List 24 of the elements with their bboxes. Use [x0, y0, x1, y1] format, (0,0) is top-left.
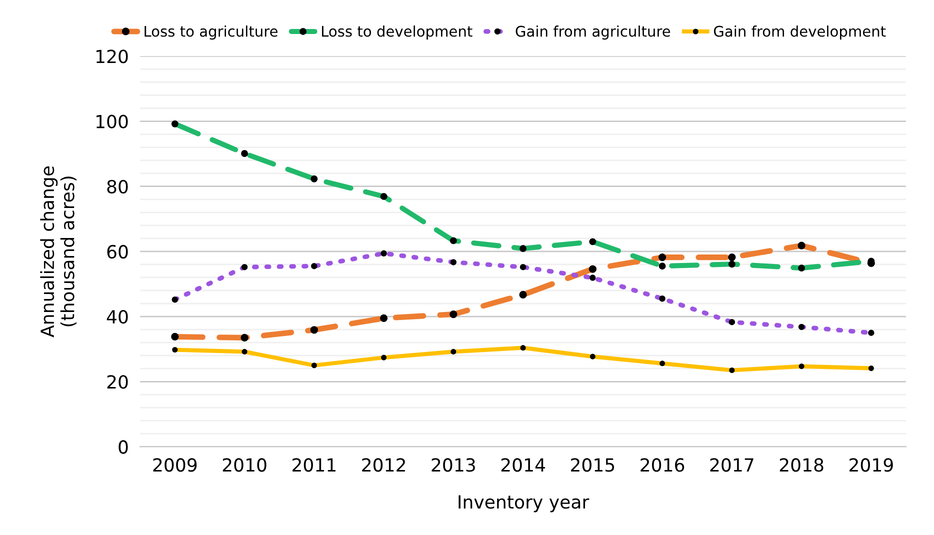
- x-tick-label: 2012: [362, 458, 405, 472]
- x-tick-label: 2010: [222, 458, 266, 472]
- x-tick-label: 2011: [292, 458, 336, 472]
- y-tick-label: 120: [96, 50, 128, 64]
- x-tick-label: 2015: [571, 458, 614, 472]
- x-tick-label: 2019: [850, 458, 893, 472]
- x-tick-label: 2014: [501, 458, 545, 472]
- y-tick-label: 80: [107, 180, 128, 194]
- y-axis-title: Annualized change (thousand acres): [40, 166, 76, 338]
- x-axis-title: Inventory year: [458, 495, 590, 512]
- legend-label: Gain from development: [714, 26, 886, 40]
- x-tick-label: 2013: [432, 458, 475, 472]
- y-tick-label: 0: [118, 440, 128, 454]
- y-tick-label: 60: [107, 244, 128, 259]
- legend-label: Loss to agriculture: [144, 26, 278, 40]
- legend-label: Loss to development: [322, 26, 472, 40]
- x-tick-label: 2009: [153, 458, 197, 472]
- y-tick-label: 100: [96, 114, 128, 128]
- x-tick-label: 2017: [710, 458, 754, 472]
- y-tick-label: 20: [107, 375, 128, 389]
- legend-label: Gain from agriculture: [516, 26, 670, 40]
- x-tick-label: 2016: [640, 458, 684, 472]
- x-tick-label: 2018: [780, 458, 824, 472]
- y-tick-label: 40: [106, 310, 128, 324]
